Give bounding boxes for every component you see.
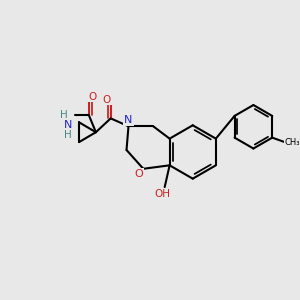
Text: OH: OH <box>155 189 171 199</box>
Text: H: H <box>60 110 68 120</box>
Text: O: O <box>89 92 97 102</box>
Text: N: N <box>124 115 133 125</box>
Text: O: O <box>103 94 111 105</box>
Text: CH₃: CH₃ <box>284 138 300 147</box>
Text: H: H <box>64 130 72 140</box>
Text: N: N <box>64 120 72 130</box>
Text: O: O <box>134 169 143 179</box>
